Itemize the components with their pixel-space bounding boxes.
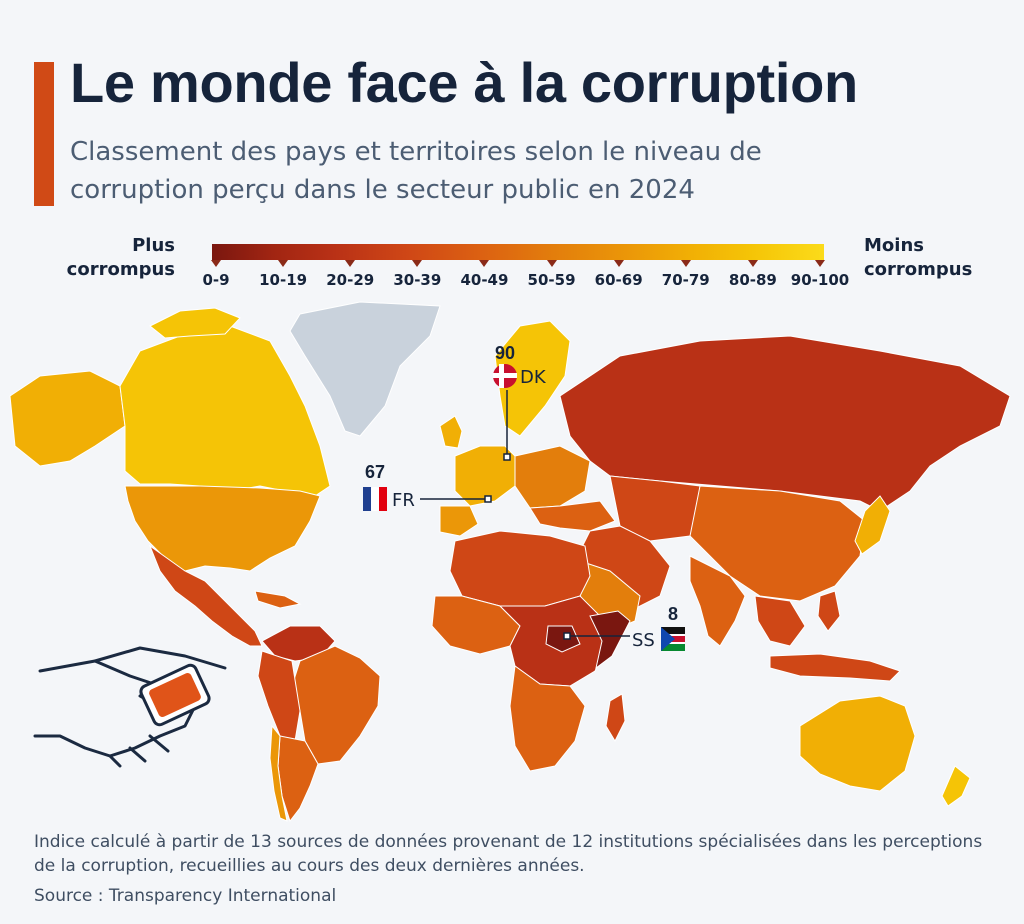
legend-bin-label: 20-29 [326,271,375,289]
legend-bin-label: 10-19 [259,271,308,289]
region-india [689,555,746,647]
region-canada-islands [149,307,241,339]
callout-dk-code: DK [520,367,547,388]
footnote: Indice calculé à partir de 13 sources de… [34,832,983,876]
legend-tick [211,260,221,267]
legend-ticks: 0-9 10-19 20-29 30-39 40-49 50-59 60-69 70-79 80… [0,260,1024,290]
legend-tick [278,260,289,267]
south-sudan-flag-icon [661,627,685,651]
region-china [689,485,866,602]
callout-fr-code: FR [392,490,415,511]
legend-color-scale [212,244,824,260]
denmark-flag-icon [493,364,517,388]
region-chile [269,724,288,822]
legend-bin-label: 60-69 [594,271,643,289]
region-australia [799,695,916,792]
region-alaska [9,370,126,467]
callout-dk-marker [503,453,511,461]
region-horn-of-africa [589,610,631,670]
callout-dk-score: 90 [495,343,515,363]
region-central-eastern-europe [514,445,591,509]
region-scandinavia [494,320,571,437]
legend-bin-label: 0-9 [202,271,230,289]
legend-right-label: Moins corrompus [864,234,972,282]
legend-bin-label: 50-59 [527,271,576,289]
region-indonesia [769,653,901,682]
legend-bin-label: 90-100 [790,271,850,289]
page-title: Le monde face à la corruption [70,51,858,114]
legend-bin-label: 70-79 [661,271,710,289]
legend-tick [680,260,691,267]
callout-fr-marker [484,495,492,503]
callout-ss-score: 8 [668,604,678,624]
legend-left-label: Plus corrompus [67,234,175,282]
region-madagascar [605,693,626,743]
region-andes [257,650,301,742]
world-map: 90 DK 67 FR 8 SS [9,301,1011,823]
legend-tick [479,260,490,267]
callout-ss-marker [563,632,571,640]
legend-tick [815,260,825,267]
region-mexico [148,544,263,647]
legend-bin-label: 40-49 [460,271,509,289]
region-south-sudan [545,625,581,653]
legend-bin-label: 30-39 [393,271,442,289]
legend-bin-label: 80-89 [728,271,777,289]
legend-left-line-2: corrompus [66,259,175,280]
legend-tick [546,260,557,267]
legend-tick [613,260,624,267]
region-north-africa [449,530,591,607]
callout-fr-score: 67 [365,462,385,482]
legend-right-line-1: Moins [864,235,924,256]
france-flag-icon [363,487,387,511]
callout-ss-code: SS [632,630,655,651]
accent-bar [34,62,54,206]
legend-tick [345,260,356,267]
legend-tick [412,260,423,267]
region-southeast-asia [754,595,806,647]
banknote-icon [139,663,211,727]
region-usa [124,485,321,572]
region-new-zealand [941,765,971,807]
page-subtitle: Classement des pays et territoires selon… [70,137,762,205]
region-iberia [439,505,479,537]
region-canada [119,325,331,497]
region-balkans-turkey [529,500,616,532]
legend-left-line-1: Plus [132,235,175,256]
region-uk-ireland [439,415,463,449]
region-japan [854,495,891,555]
source-note: Source : Transparency International [34,886,337,906]
region-southern-africa [509,665,586,772]
region-greenland [289,301,441,437]
region-caribbean [254,590,302,609]
region-philippines [817,590,841,632]
legend-tick [747,260,758,267]
legend-right-line-2: corrompus [864,259,973,280]
